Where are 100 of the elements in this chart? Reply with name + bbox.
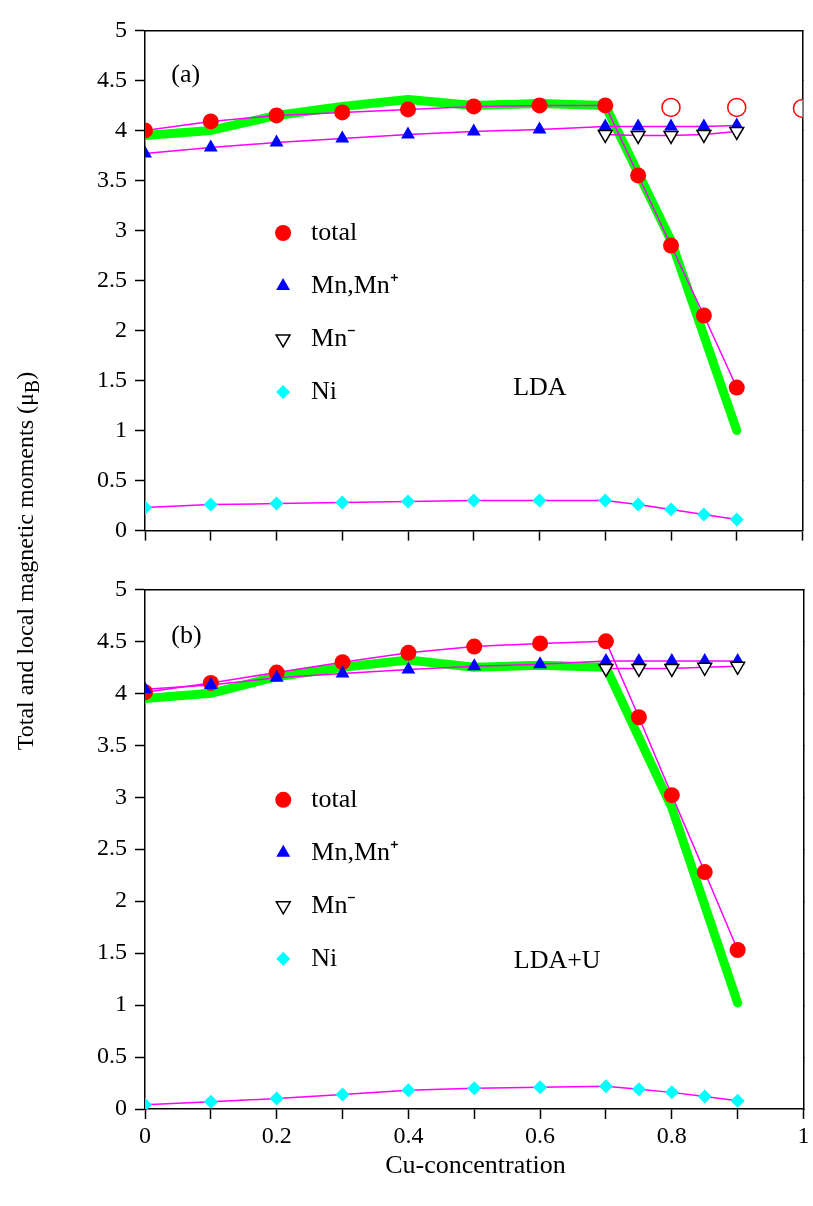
- point: [400, 644, 417, 661]
- point: [663, 237, 679, 254]
- point: [465, 98, 482, 115]
- point: [467, 1081, 482, 1096]
- y-tick-label: 4: [115, 115, 127, 142]
- y-tick-label: 5: [115, 15, 127, 42]
- x-tick-label: 0.4: [393, 1121, 424, 1148]
- x-tick-label: 0.6: [525, 1121, 556, 1148]
- annotation: (a): [171, 59, 201, 89]
- point: [269, 496, 284, 511]
- point: [334, 104, 351, 121]
- point: [598, 1079, 613, 1094]
- y-tick-label: 4.5: [97, 626, 127, 653]
- x-tick-label: 0: [139, 1121, 151, 1148]
- x-axis-title: Cu-concentration: [384, 1150, 567, 1180]
- point: [631, 118, 646, 131]
- point: [598, 118, 613, 131]
- y-tick-label: 2: [115, 315, 127, 342]
- y-tick-label: 1.5: [97, 365, 127, 392]
- annotation: LDA+U: [513, 944, 601, 974]
- annotation: LDA: [513, 371, 567, 401]
- y-tick-label: 3: [115, 215, 127, 242]
- point: [401, 1083, 416, 1098]
- legend-label: Mn,Mn⁺: [311, 269, 399, 299]
- point: [728, 379, 745, 396]
- legend-label: Mn⁻: [311, 889, 357, 919]
- point: [729, 942, 746, 958]
- point: [727, 97, 747, 118]
- point: [532, 121, 547, 134]
- point: [664, 118, 678, 131]
- point: [533, 656, 548, 669]
- legend-label: Ni: [311, 375, 338, 405]
- point: [401, 661, 416, 674]
- point: [631, 497, 646, 512]
- point: [597, 97, 614, 114]
- point: [269, 134, 284, 147]
- y-tick-label: 0.5: [97, 1042, 127, 1069]
- point: [597, 633, 614, 650]
- y-tick-label: 0.5: [97, 465, 127, 492]
- point: [203, 139, 218, 152]
- point: [202, 113, 219, 130]
- point: [729, 512, 744, 527]
- point: [664, 502, 678, 517]
- point: [466, 638, 483, 655]
- point: [696, 507, 711, 522]
- point: [466, 123, 481, 136]
- point: [598, 493, 613, 508]
- legend-label: total: [311, 216, 358, 246]
- point: [269, 669, 284, 682]
- point: [696, 118, 711, 131]
- y-tick-label: 4: [115, 678, 127, 705]
- point: [203, 1094, 218, 1109]
- point: [334, 654, 351, 671]
- point: [335, 665, 350, 678]
- point: [335, 495, 350, 510]
- point: [532, 635, 549, 652]
- y-tick-label: 1.5: [97, 938, 127, 965]
- point: [730, 1093, 745, 1108]
- point: [696, 864, 713, 881]
- y-tick-label: 3.5: [97, 165, 127, 192]
- y-tick-label: 3: [115, 782, 127, 809]
- y-tick-label: 0: [115, 1094, 127, 1121]
- point: [335, 130, 350, 143]
- y-tick-label: 3.5: [97, 730, 127, 757]
- legend-label: Mn,Mn⁺: [311, 836, 400, 866]
- point: [269, 1091, 284, 1106]
- legend-label: Mn⁻: [311, 322, 357, 352]
- point: [630, 167, 647, 184]
- annotation: (b): [171, 619, 202, 649]
- point: [630, 709, 647, 726]
- y-tick-label: 2.5: [97, 265, 127, 292]
- point: [203, 497, 218, 512]
- y-tick-label: 1: [115, 990, 127, 1017]
- y-tick-label: 5: [115, 574, 127, 601]
- point: [664, 1085, 679, 1100]
- point: [401, 126, 415, 139]
- legend-label: Ni: [311, 942, 338, 972]
- x-tick-label: 0.8: [656, 1121, 687, 1148]
- point: [695, 307, 712, 324]
- point: [400, 101, 416, 118]
- point: [531, 97, 548, 114]
- point: [466, 493, 481, 508]
- point: [335, 1087, 350, 1102]
- y-tick-label: 4.5: [97, 65, 127, 92]
- x-tick-label: 0.2: [261, 1121, 292, 1148]
- y-tick-label: 2: [115, 886, 127, 913]
- x-tick-label: 1: [797, 1121, 810, 1148]
- y-tick-label: 2.5: [97, 834, 127, 861]
- y-tick-label: 1: [115, 415, 127, 442]
- point: [631, 1082, 646, 1097]
- legend-label: total: [311, 783, 358, 813]
- point: [268, 107, 285, 124]
- point: [663, 787, 680, 804]
- point: [401, 494, 415, 509]
- point: [697, 1089, 712, 1104]
- point: [532, 493, 547, 508]
- point: [467, 658, 482, 671]
- point: [533, 1080, 548, 1095]
- point: [661, 97, 681, 118]
- y-tick-label: 0: [115, 515, 127, 542]
